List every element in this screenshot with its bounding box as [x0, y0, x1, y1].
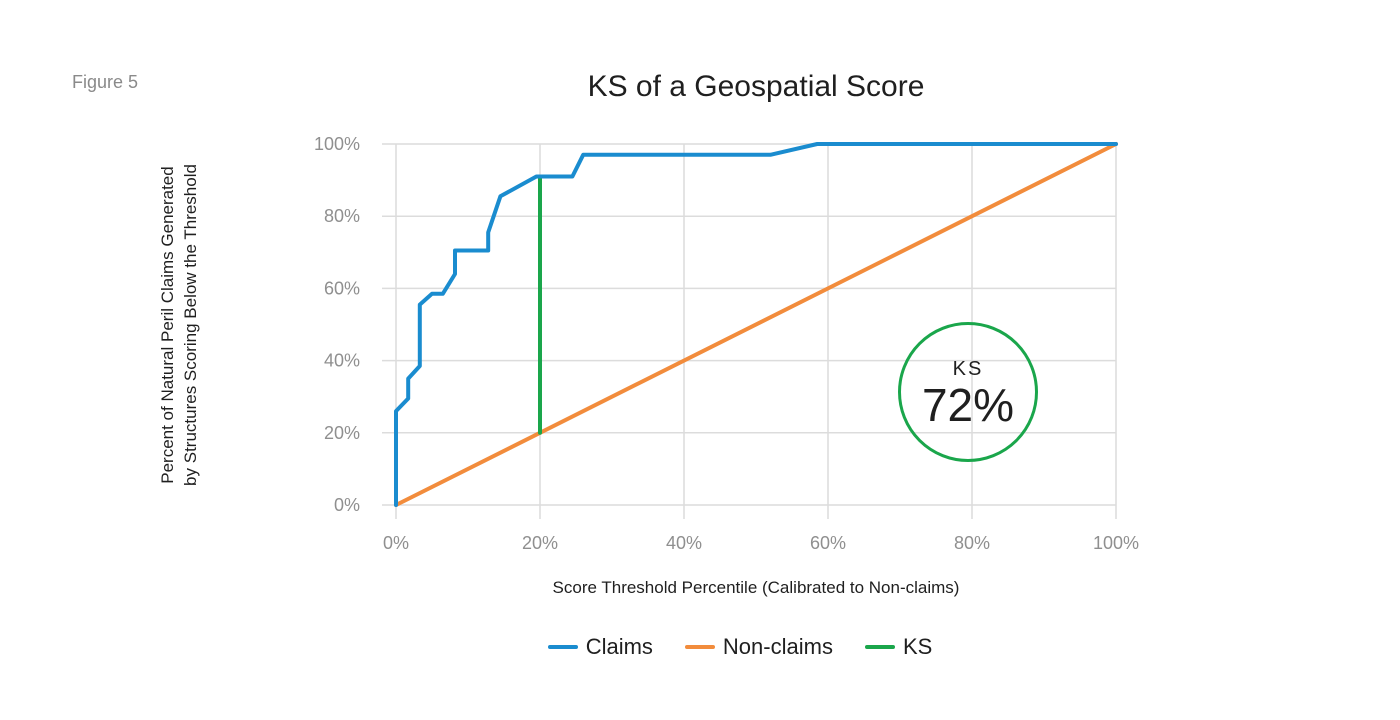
ks-badge: KS 72%	[898, 322, 1038, 462]
legend-item-non-claims: Non-claims	[684, 634, 833, 660]
series-line-claims	[394, 142, 1118, 507]
x-axis-title: Score Threshold Percentile (Calibrated t…	[553, 578, 960, 597]
legend-swatch-claims	[547, 645, 578, 649]
legend-swatch-non-claims	[684, 645, 715, 649]
legend-item-ks: KS	[864, 634, 933, 660]
grid	[382, 143, 1117, 519]
legend-label-ks: KS	[902, 634, 933, 659]
x-tick-label: 100%	[1093, 533, 1139, 553]
y-axis-title: Percent of Natural Peril Claims Generate…	[158, 164, 200, 486]
legend: Claims Non-claims KS	[0, 634, 1400, 660]
y-tick-label: 60%	[324, 278, 360, 298]
y-tick-label: 80%	[324, 206, 360, 226]
y-axis-title-line-2: by Structures Scoring Below the Threshol…	[181, 164, 200, 486]
legend-label-claims: Claims	[585, 634, 653, 659]
x-tick-label: 0%	[383, 533, 409, 553]
series	[394, 142, 1118, 507]
legend-swatch-ks	[864, 645, 895, 649]
figure-label: Figure 5	[72, 72, 139, 92]
legend-label-non-claims: Non-claims	[722, 634, 833, 659]
y-tick-label: 20%	[324, 423, 360, 443]
chart-title: KS of a Geospatial Score	[587, 70, 925, 103]
x-tick-label: 20%	[522, 533, 558, 553]
legend-item-claims: Claims	[547, 634, 653, 660]
y-tick-label: 0%	[334, 495, 360, 515]
y-tick-label: 40%	[324, 351, 360, 371]
ks-badge-label: KS	[952, 358, 984, 381]
y-tick-label: 100%	[314, 134, 360, 154]
ks-badge-value: 72%	[921, 379, 1015, 432]
tick-labels: 0% 20% 40% 60% 80% 100% 0% 20% 40% 60% 80% 100%	[314, 134, 1139, 553]
x-tick-label: 60%	[810, 533, 846, 553]
x-tick-label: 40%	[666, 533, 702, 553]
x-tick-label: 80%	[954, 533, 990, 553]
y-axis-title-line-1: Percent of Natural Peril Claims Generate…	[158, 166, 177, 483]
series-line-non-claims	[394, 142, 1118, 507]
